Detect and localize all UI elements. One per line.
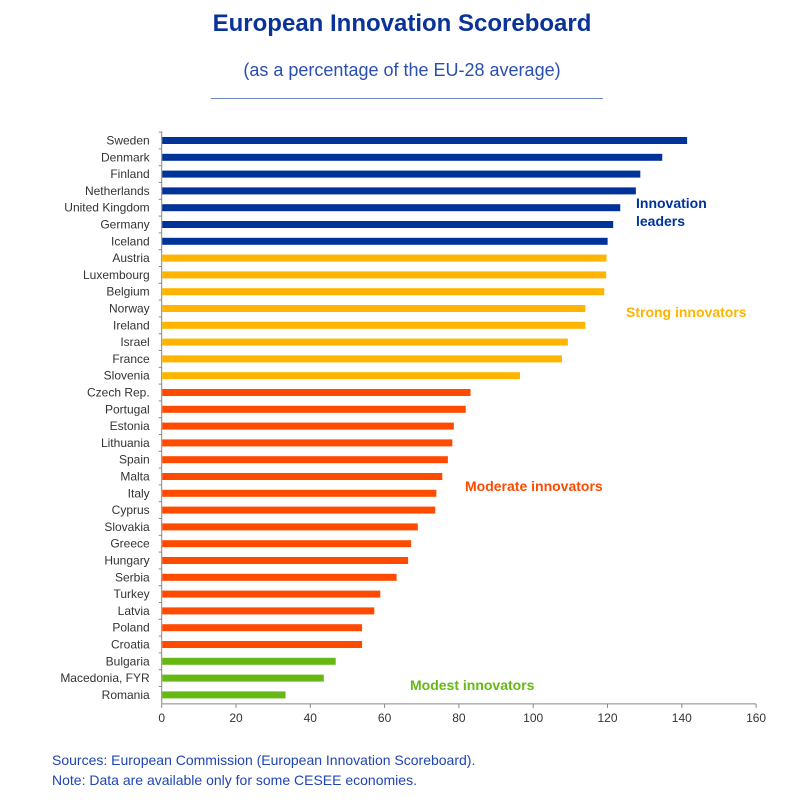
bar-ireland <box>162 321 586 329</box>
bar-norway <box>162 305 586 312</box>
category-label: Lithuania <box>101 436 150 450</box>
category-label: Austria <box>112 251 150 265</box>
bar-cyprus <box>162 506 436 514</box>
bar-spain <box>162 456 448 464</box>
bar-portugal <box>162 405 466 413</box>
group-label: Moderate innovators <box>465 478 603 494</box>
category-label: Iceland <box>111 234 150 248</box>
category-label: Luxembourg <box>83 268 150 282</box>
category-label: Cyprus <box>112 503 150 517</box>
category-label: Slovakia <box>104 520 150 534</box>
bar-latvia <box>162 607 375 615</box>
category-label: Spain <box>119 453 150 467</box>
category-label: Finland <box>110 167 149 181</box>
bar-germany <box>162 221 614 228</box>
sources-text: Sources: European Commission (European I… <box>52 752 476 768</box>
category-label: Norway <box>109 302 150 316</box>
category-label: Sweden <box>106 134 149 148</box>
bar-estonia <box>162 422 454 430</box>
bar-hungary <box>162 557 409 564</box>
category-label: Croatia <box>111 638 150 652</box>
note-text: Note: Data are available only for some C… <box>52 772 417 788</box>
category-label: Hungary <box>104 554 149 568</box>
category-label: Italy <box>128 486 150 500</box>
bar-united-kingdom <box>162 204 621 212</box>
category-label: Greece <box>110 537 150 551</box>
bar-austria <box>162 254 607 262</box>
bar-netherlands <box>162 187 636 195</box>
category-label: Czech Rep. <box>87 386 150 400</box>
bar-poland <box>162 624 363 632</box>
bar-lithuania <box>162 439 453 447</box>
category-label: Poland <box>112 621 149 635</box>
x-tick-label: 40 <box>304 711 318 725</box>
category-label: Slovenia <box>104 369 150 383</box>
bar-bulgaria <box>162 657 336 665</box>
bar-malta <box>162 473 443 480</box>
x-tick-label: 0 <box>158 711 165 725</box>
group-label: Innovation <box>636 195 707 211</box>
bar-romania <box>162 691 286 699</box>
category-label: Macedonia, FYR <box>60 671 150 685</box>
category-label: Malta <box>120 470 150 484</box>
category-label: Israel <box>120 335 149 349</box>
bar-france <box>162 355 562 363</box>
chart-notes: Sources: European Commission (European I… <box>52 750 475 790</box>
x-tick-label: 140 <box>672 711 692 725</box>
category-label: Netherlands <box>85 184 150 198</box>
bar-chart: Sweden Denmark Finland Netherlands United Ki… <box>60 131 766 725</box>
category-label: Romania <box>102 688 150 702</box>
group-label: Strong innovators <box>626 304 747 320</box>
category-label: United Kingdom <box>64 201 149 215</box>
bar-serbia <box>162 573 397 581</box>
category-label: Portugal <box>105 402 150 416</box>
category-label: Latvia <box>118 604 150 618</box>
bar-luxembourg <box>162 271 607 279</box>
chart-subtitle: (as a percentage of the EU-28 average) <box>243 60 561 80</box>
category-label: Estonia <box>110 419 150 433</box>
x-tick-label: 120 <box>597 711 617 725</box>
bar-sweden <box>162 137 688 144</box>
category-label: Serbia <box>115 570 150 584</box>
category-label: Belgium <box>106 285 149 299</box>
category-label: Denmark <box>101 150 151 164</box>
bar-croatia <box>162 641 363 648</box>
x-tick-label: 160 <box>746 711 766 725</box>
bar-belgium <box>162 288 605 296</box>
category-label: Bulgaria <box>106 654 150 668</box>
category-label: France <box>112 352 150 366</box>
category-label: Germany <box>100 218 149 232</box>
bar-italy <box>162 489 437 497</box>
category-label: Ireland <box>113 318 150 332</box>
bar-greece <box>162 540 412 548</box>
bar-iceland <box>162 237 608 245</box>
x-tick-label: 20 <box>229 711 243 725</box>
group-label: leaders <box>636 213 685 229</box>
bar-finland <box>162 170 641 178</box>
group-label: Modest innovators <box>410 677 535 693</box>
x-tick-label: 100 <box>523 711 543 725</box>
bar-turkey <box>162 590 381 598</box>
category-label: Turkey <box>113 587 149 601</box>
title-divider <box>211 98 603 99</box>
x-tick-label: 60 <box>378 711 392 725</box>
bar-israel <box>162 338 568 346</box>
chart-title: European Innovation Scoreboard <box>212 10 592 37</box>
x-tick-label: 80 <box>452 711 466 725</box>
bar-slovakia <box>162 523 418 531</box>
bar-denmark <box>162 153 663 161</box>
bar-macedonia-fyr <box>162 674 324 682</box>
bar-czech-rep- <box>162 389 471 396</box>
bar-slovenia <box>162 372 520 380</box>
